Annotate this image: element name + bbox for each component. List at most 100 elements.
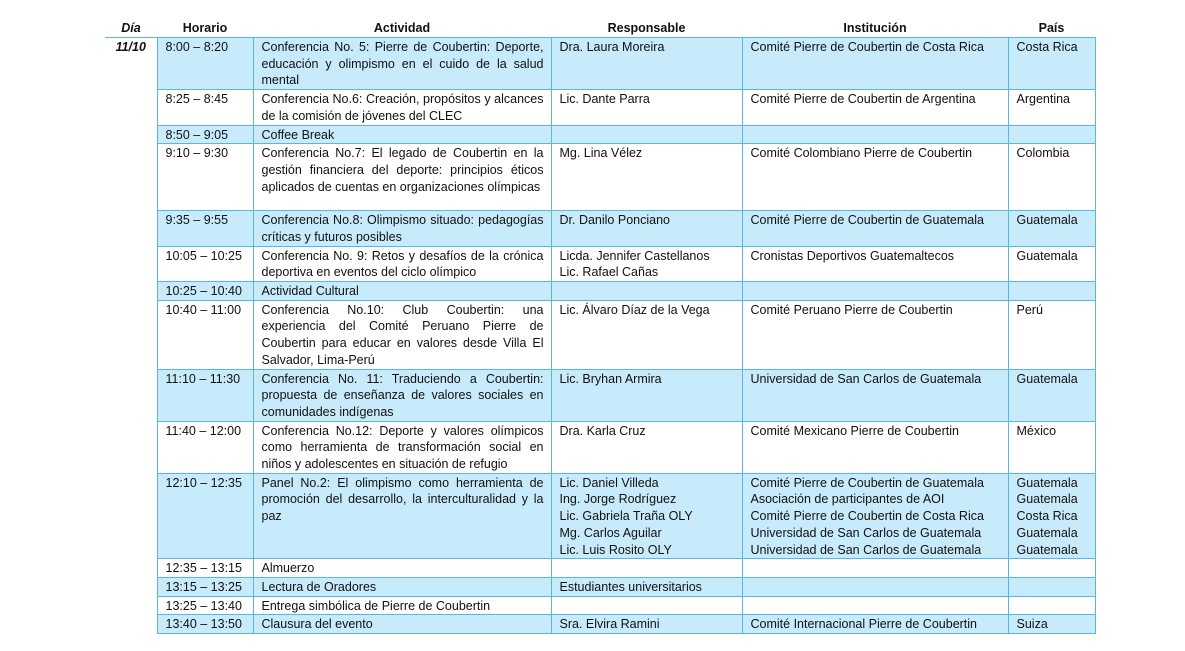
- header-dia: Día: [121, 21, 141, 35]
- responsable-line: Lic. Álvaro Díaz de la Vega: [559, 302, 710, 317]
- pais-cell: Colombia: [1007, 143, 1096, 212]
- institucion-line: Comité Mexicano Pierre de Coubertin: [750, 423, 959, 438]
- institucion-cell: [741, 124, 1009, 145]
- responsable-cell: Lic. Álvaro Díaz de la Vega: [550, 299, 743, 370]
- header-pais: País: [1038, 21, 1065, 35]
- pais-cell: Guatemala Guatemala Costa Rica Guatemala Gua…: [1007, 472, 1096, 560]
- time-cell: 8:00 – 8:20: [156, 36, 254, 91]
- schedule-table: Día Horario Actividad Responsable Instit…: [105, 19, 1096, 635]
- responsable-line: Dr. Danilo Ponciano: [559, 213, 670, 228]
- day-cell: [105, 577, 157, 596]
- time-cell: 12:35 – 13:15: [156, 558, 254, 578]
- table-row: 11/10 8:00 – 8:20 Conferencia No. 5: Pierr…: [105, 36, 1096, 91]
- institucion-line: Universidad de San Carlos de Guatemala: [750, 371, 982, 386]
- pais-line: Colombia: [1016, 146, 1070, 161]
- responsable-line: Sra. Elvira Ramini: [559, 617, 660, 632]
- responsable-line: Lic. Daniel Villeda: [559, 475, 659, 490]
- activity-cell: Conferencia No. 5: Pierre de Coubertin: …: [252, 36, 552, 91]
- activity-cell: Conferencia No. 9: Retos y desafíos de l…: [252, 245, 552, 283]
- table-row: 11:10 – 11:30 Conferencia No. 11: Traduci…: [105, 368, 1096, 422]
- pais-cell: Suiza: [1007, 614, 1096, 635]
- pais-line: Guatemala: [1016, 248, 1078, 263]
- institucion-cell: Comité Pierre de Coubertin de Costa Rica: [741, 36, 1009, 91]
- responsable-line: Mg. Lina Vélez: [559, 146, 643, 161]
- institucion-line: Comité Internacional Pierre de Coubertin: [750, 617, 978, 632]
- time-cell: 9:10 – 9:30: [156, 143, 254, 212]
- responsable-cell: Dr. Danilo Ponciano: [550, 210, 743, 247]
- header-institucion: Institución: [843, 21, 907, 35]
- activity-cell: Entrega simbólica de Pierre de Coubertin: [252, 595, 552, 616]
- responsable-line: Mg. Carlos Aguilar: [559, 525, 662, 540]
- institucion-line: Comité Pierre de Coubertin de Guatemala: [750, 475, 984, 490]
- time-cell: 8:25 – 8:45: [156, 89, 254, 126]
- pais-cell: Guatemala: [1007, 245, 1096, 283]
- responsable-cell: Lic. Daniel Villeda Ing. Jorge Rodríguez L…: [550, 472, 743, 560]
- time-cell: 13:25 – 13:40: [156, 595, 254, 616]
- pais-line: Guatemala: [1016, 213, 1078, 228]
- pais-cell: Costa Rica: [1007, 36, 1096, 91]
- responsable-cell: Dra. Laura Moreira: [550, 36, 743, 91]
- institucion-line: Comité Colombiano Pierre de Coubertin: [750, 146, 973, 161]
- pais-cell: [1007, 124, 1096, 145]
- responsable-cell: [550, 281, 743, 301]
- day-cell: [105, 125, 157, 144]
- table-row: 12:10 – 12:35 Panel No.2: El olimpismo co…: [105, 472, 1096, 560]
- institucion-cell: Comité Mexicano Pierre de Coubertin: [741, 420, 1009, 474]
- time-cell: 9:35 – 9:55: [156, 210, 254, 247]
- institucion-line: Cronistas Deportivos Guatemaltecos: [750, 248, 955, 263]
- table-row: 10:25 – 10:40 Actividad Cultural: [105, 281, 1096, 301]
- pais-line: México: [1016, 423, 1057, 438]
- activity-cell: Actividad Cultural: [252, 281, 552, 301]
- responsable-cell: [550, 124, 743, 145]
- time-cell: 10:40 – 11:00: [156, 299, 254, 370]
- pais-cell: Argentina: [1007, 89, 1096, 126]
- pais-line: Guatemala: [1016, 542, 1078, 557]
- day-cell: [105, 144, 157, 211]
- pais-cell: México: [1007, 420, 1096, 474]
- pais-line: Costa Rica: [1016, 40, 1078, 54]
- institucion-cell: Comité Pierre de Coubertin de Guatemala: [741, 210, 1009, 247]
- day-cell: [105, 615, 157, 634]
- header-row: Día Horario Actividad Responsable Instit…: [105, 19, 1095, 38]
- activity-cell: Almuerzo: [252, 558, 552, 578]
- day-cell: [105, 246, 157, 281]
- time-cell: 10:05 – 10:25: [156, 245, 254, 283]
- pais-line: Guatemala: [1016, 492, 1078, 507]
- institucion-line: Universidad de San Carlos de Guatemala: [750, 542, 982, 557]
- responsable-line: Licda. Jennifer Castellanos: [559, 248, 710, 263]
- header-responsable: Responsable: [607, 21, 686, 35]
- pais-line: Argentina: [1016, 92, 1071, 107]
- responsable-line: Lic. Luis Rosito OLY: [559, 542, 672, 557]
- table-row: 13:25 – 13:40 Entrega simbólica de Pierre…: [105, 595, 1096, 616]
- institucion-cell: Universidad de San Carlos de Guatemala: [741, 368, 1009, 422]
- day-cell: [105, 282, 157, 301]
- activity-cell: Conferencia No.7: El legado de Coubertin…: [252, 143, 552, 212]
- time-cell: 11:40 – 12:00: [156, 420, 254, 474]
- institucion-line: Comité Pierre de Coubertin de Costa Rica: [750, 40, 984, 54]
- responsable-cell: Estudiantes universitarios: [550, 576, 743, 597]
- pais-line: Perú: [1016, 302, 1043, 317]
- institucion-cell: [741, 558, 1009, 578]
- table-row: 9:10 – 9:30 Conferencia No.7: El legado d…: [105, 143, 1096, 212]
- institucion-cell: Comité Colombiano Pierre de Coubertin: [741, 143, 1009, 212]
- institucion-cell: Comité Internacional Pierre de Coubertin: [741, 614, 1009, 635]
- responsable-line: Dra. Karla Cruz: [559, 423, 646, 438]
- pais-line: Guatemala: [1016, 371, 1078, 386]
- institucion-cell: [741, 576, 1009, 597]
- day-cell: 11/10: [105, 36, 157, 90]
- activity-cell: Conferencia No.12: Deporte y valores olí…: [252, 420, 552, 474]
- pais-cell: [1007, 558, 1096, 578]
- activity-cell: Conferencia No.6: Creación, propósitos y…: [252, 89, 552, 126]
- day-cell: [105, 211, 157, 246]
- responsable-line: Lic. Gabriela Traña OLY: [559, 509, 693, 524]
- institucion-cell: Comité Pierre de Coubertin de Argentina: [741, 89, 1009, 126]
- responsable-cell: [550, 558, 743, 578]
- institucion-cell: [741, 595, 1009, 616]
- day-cell: [105, 596, 157, 615]
- responsable-line: Dra. Laura Moreira: [559, 40, 665, 54]
- activity-cell: Clausura del evento: [252, 614, 552, 635]
- table-row: 13:15 – 13:25 Lectura de Oradores Estudian…: [105, 576, 1096, 597]
- day-cell: [105, 421, 157, 473]
- table-row: 9:35 – 9:55 Conferencia No.8: Olimpismo s…: [105, 210, 1096, 247]
- activity-cell: Coffee Break: [252, 124, 552, 145]
